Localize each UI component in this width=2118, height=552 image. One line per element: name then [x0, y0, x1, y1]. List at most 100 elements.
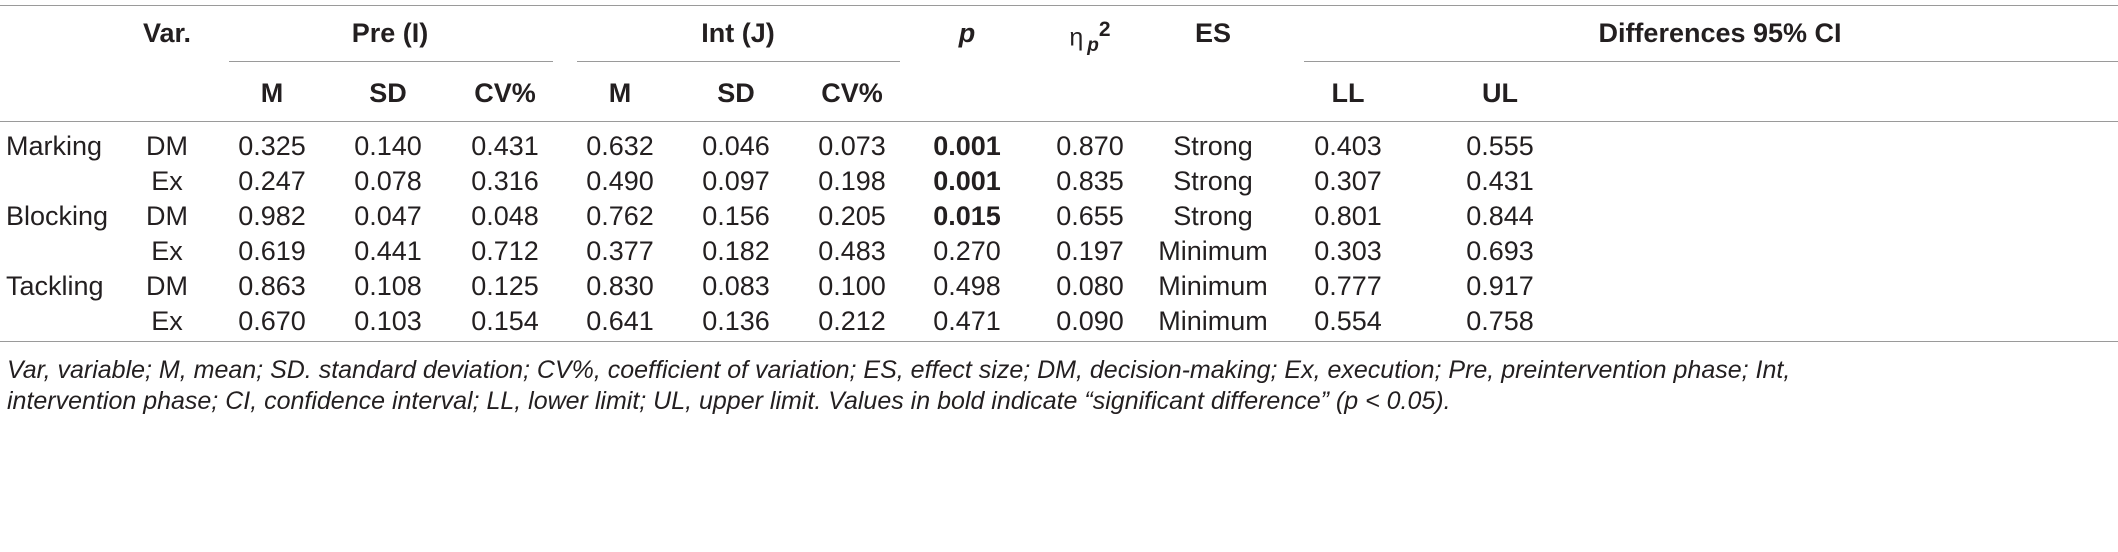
eta-superscript: 2 [1098, 18, 1111, 41]
cell-pre-m: 0.619 [238, 236, 306, 266]
pre-group-rule [229, 61, 553, 62]
cell-es: Minimum [1158, 306, 1268, 336]
cell-int-m: 0.762 [586, 201, 654, 231]
header-int-sd: SD [717, 78, 755, 108]
cell-int-cv: 0.483 [818, 236, 886, 266]
cell-int-m: 0.377 [586, 236, 654, 266]
header-int-m: M [608, 78, 632, 108]
row-var: DM [146, 201, 188, 231]
cell-int-cv: 0.100 [818, 271, 886, 301]
cell-ul: 0.431 [1466, 166, 1534, 196]
row-var: DM [146, 271, 188, 301]
cell-eta: 0.197 [1056, 236, 1124, 266]
eta-symbol: η [1069, 23, 1084, 52]
cell-int-m: 0.641 [586, 306, 654, 336]
cell-pre-sd: 0.103 [354, 306, 422, 336]
cell-ll: 0.303 [1314, 236, 1382, 266]
cell-int-m: 0.490 [586, 166, 654, 196]
header-var: Var. [142, 18, 192, 48]
cell-ll: 0.801 [1314, 201, 1382, 231]
header-pre-cv: CV% [474, 78, 536, 108]
cell-int-sd: 0.046 [702, 131, 770, 161]
header-bottom-rule [0, 121, 2118, 122]
header-ul: UL [1482, 78, 1518, 108]
cell-pre-m: 0.325 [238, 131, 306, 161]
row-var: Ex [151, 236, 183, 266]
cell-pre-sd: 0.140 [354, 131, 422, 161]
footnote-line-2: intervention phase; CI, confidence inter… [7, 387, 1451, 415]
cell-pre-sd: 0.047 [354, 201, 422, 231]
cell-int-sd: 0.156 [702, 201, 770, 231]
cell-pre-cv: 0.125 [471, 271, 539, 301]
cell-pre-cv: 0.048 [471, 201, 539, 231]
row-group-label: Blocking [6, 201, 109, 231]
cell-es: Strong [1173, 131, 1253, 161]
cell-int-cv: 0.073 [818, 131, 886, 161]
cell-int-sd: 0.083 [702, 271, 770, 301]
cell-es: Strong [1173, 166, 1253, 196]
cell-pre-m: 0.670 [238, 306, 306, 336]
cell-p: 0.498 [933, 271, 1001, 301]
cell-eta: 0.080 [1056, 271, 1124, 301]
cell-pre-m: 0.982 [238, 201, 306, 231]
cell-ll: 0.403 [1314, 131, 1382, 161]
cell-pre-sd: 0.108 [354, 271, 422, 301]
header-int-cv: CV% [821, 78, 883, 108]
cell-eta: 0.835 [1056, 166, 1124, 196]
cell-ul: 0.917 [1466, 271, 1534, 301]
row-group-label: Marking [6, 131, 103, 161]
cell-int-cv: 0.198 [818, 166, 886, 196]
cell-int-cv: 0.205 [818, 201, 886, 231]
header-ll: LL [1331, 78, 1365, 108]
eta-subscript: p [1087, 35, 1099, 57]
header-es: ES [1194, 18, 1232, 48]
cell-ul: 0.555 [1466, 131, 1534, 161]
cell-int-sd: 0.136 [702, 306, 770, 336]
cell-int-m: 0.632 [586, 131, 654, 161]
cell-pre-m: 0.863 [238, 271, 306, 301]
footnote-line-1: Var, variable; M, mean; SD. standard dev… [7, 356, 1791, 384]
top-rule [0, 5, 2118, 6]
cell-ll: 0.777 [1314, 271, 1382, 301]
cell-pre-cv: 0.154 [471, 306, 539, 336]
cell-ll: 0.307 [1314, 166, 1382, 196]
row-var: DM [146, 131, 188, 161]
cell-ul: 0.758 [1466, 306, 1534, 336]
cell-es: Minimum [1158, 236, 1268, 266]
header-pre-sd: SD [369, 78, 407, 108]
cell-p: 0.001 [933, 131, 1001, 161]
header-differences-ci: Differences 95% CI [1598, 18, 1842, 48]
cell-int-sd: 0.182 [702, 236, 770, 266]
ci-group-rule [1304, 61, 2118, 62]
cell-pre-m: 0.247 [238, 166, 306, 196]
cell-pre-cv: 0.712 [471, 236, 539, 266]
cell-ul: 0.844 [1466, 201, 1534, 231]
table-bottom-rule [0, 341, 2118, 342]
cell-p: 0.471 [933, 306, 1001, 336]
cell-int-cv: 0.212 [818, 306, 886, 336]
cell-eta: 0.090 [1056, 306, 1124, 336]
row-var: Ex [151, 166, 183, 196]
cell-p: 0.270 [933, 236, 1001, 266]
cell-eta: 0.870 [1056, 131, 1124, 161]
cell-es: Minimum [1158, 271, 1268, 301]
int-group-rule [577, 61, 900, 62]
cell-ll: 0.554 [1314, 306, 1382, 336]
row-group-label: Tackling [6, 271, 104, 301]
header-int: Int (J) [701, 18, 775, 48]
cell-eta: 0.655 [1056, 201, 1124, 231]
cell-pre-sd: 0.441 [354, 236, 422, 266]
cell-p: 0.001 [933, 166, 1001, 196]
header-p: p [958, 18, 976, 48]
cell-pre-cv: 0.431 [471, 131, 539, 161]
row-var: Ex [151, 306, 183, 336]
cell-es: Strong [1173, 201, 1253, 231]
cell-pre-sd: 0.078 [354, 166, 422, 196]
header-pre: Pre (I) [351, 18, 429, 48]
header-pre-m: M [260, 78, 284, 108]
cell-ul: 0.693 [1466, 236, 1534, 266]
cell-p: 0.015 [933, 201, 1001, 231]
header-eta-squared: η p2 [1069, 18, 1110, 57]
cell-int-m: 0.830 [586, 271, 654, 301]
cell-int-sd: 0.097 [702, 166, 770, 196]
